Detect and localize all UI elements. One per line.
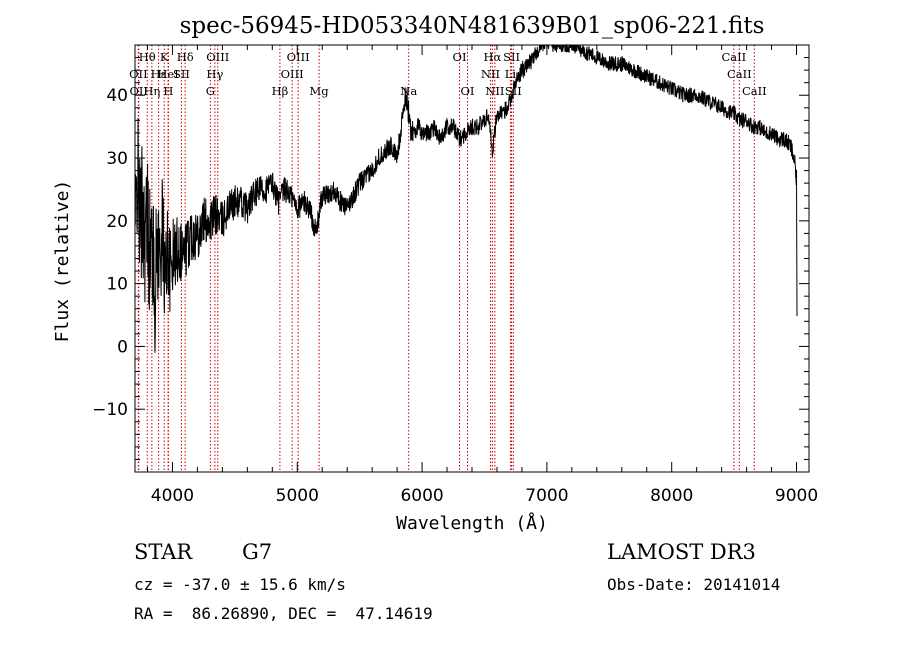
- line-marker-label: CaII: [721, 50, 746, 64]
- x-axis-label: Wavelength (Å): [396, 512, 548, 534]
- line-marker-label: Mg: [310, 84, 330, 98]
- survey-name: LAMOST DR3: [607, 540, 756, 564]
- line-marker-label: Hα: [483, 50, 501, 64]
- y-tick-label: 40: [106, 86, 128, 106]
- line-marker-label: SII: [173, 67, 190, 81]
- x-axis-ticks: 4000 5000 6000 7000 8000 9000: [146, 45, 818, 506]
- obs-date: Obs-Date: 20141014: [607, 575, 781, 594]
- x-tick-label: 6000: [400, 486, 443, 506]
- y-tick-label: 20: [106, 212, 128, 232]
- line-marker-label: Hη: [143, 84, 160, 98]
- x-tick-label: 9000: [775, 486, 818, 506]
- x-tick-label: 8000: [650, 486, 693, 506]
- line-marker-label: CaII: [742, 84, 767, 98]
- chart-title: spec-56945-HD053340N481639B01_sp06-221.f…: [180, 13, 765, 39]
- x-tick-label: 5000: [276, 486, 319, 506]
- y-tick-label: 30: [106, 149, 128, 169]
- line-marker-label: OI: [461, 84, 475, 98]
- line-marker-label: Hθ: [139, 50, 156, 64]
- redshift-cz: cz = -37.0 ± 15.6 km/s: [134, 575, 346, 594]
- line-marker-label: Hε: [151, 67, 167, 81]
- y-tick-label: 0: [117, 337, 128, 357]
- line-marker-label: OIII: [206, 50, 229, 64]
- line-marker-label: HeI: [157, 67, 178, 81]
- spectrum-line: [134, 43, 798, 353]
- line-marker-label: NII: [485, 84, 504, 98]
- object-class: STAR: [134, 540, 193, 564]
- line-marker-label: G: [206, 84, 215, 98]
- line-markers: [137, 45, 755, 472]
- line-marker-label: OIII: [281, 67, 304, 81]
- y-axis-label: Flux (relative): [52, 180, 73, 343]
- y-tick-label: −10: [92, 400, 128, 420]
- coordinates: RA = 86.26890, DEC = 47.14619: [134, 604, 433, 623]
- line-marker-label: SII: [503, 50, 520, 64]
- line-marker-label: Na: [400, 84, 417, 98]
- plot-frame: [134, 44, 810, 473]
- x-tick-label: 7000: [525, 486, 568, 506]
- line-marker-label: OII: [129, 84, 148, 98]
- line-marker-label: H: [163, 84, 173, 98]
- line-marker-label: OI: [453, 50, 467, 64]
- line-marker-label: Hγ: [206, 67, 223, 81]
- line-marker-label: NII: [481, 67, 500, 81]
- line-marker-label: Hβ: [272, 84, 289, 98]
- line-marker-label: Hδ: [177, 50, 194, 64]
- y-axis-ticks: −10 0 10 20 30 40: [92, 57, 809, 460]
- line-marker-label: OII: [129, 67, 148, 81]
- spectral-subclass: G7: [242, 540, 273, 564]
- line-marker-label: OIII: [287, 50, 310, 64]
- y-tick-label: 10: [106, 275, 128, 295]
- line-marker-label: CaII: [727, 67, 752, 81]
- line-marker-label: Li: [505, 67, 517, 81]
- line-marker-label: K: [160, 50, 169, 64]
- x-tick-label: 4000: [151, 486, 194, 506]
